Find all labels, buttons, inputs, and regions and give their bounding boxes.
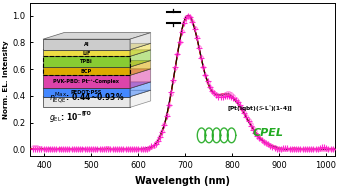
X-axis label: Wavelength (nm): Wavelength (nm) <box>135 176 230 186</box>
Text: CPEL: CPEL <box>253 128 284 138</box>
Text: $\eta_{\mathrm{EQE}}^{\mathrm{Max}}$: 0.44~0.93%: $\eta_{\mathrm{EQE}}^{\mathrm{Max}}$: 0.… <box>49 91 124 106</box>
Y-axis label: Norm. EL. Intensity: Norm. EL. Intensity <box>3 40 10 119</box>
Text: [Pt(iqbt)($S$-L$^{*}$)(1-4)]: [Pt(iqbt)($S$-L$^{*}$)(1-4)] <box>227 103 293 114</box>
Text: $g_{\mathrm{EL}}$: 10$^{-3}$: $g_{\mathrm{EL}}$: 10$^{-3}$ <box>49 111 86 125</box>
